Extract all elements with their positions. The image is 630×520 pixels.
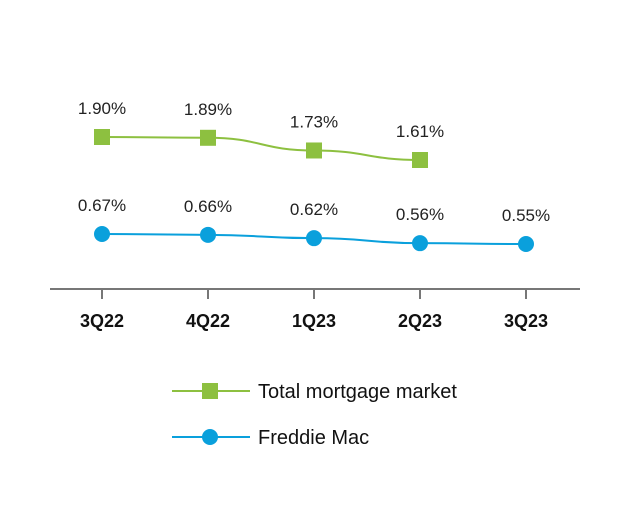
legend-label: Freddie Mac	[258, 427, 369, 449]
series-markers	[94, 129, 534, 252]
data-point-circle	[200, 226, 216, 243]
x-tick-label: 2Q23	[398, 311, 442, 331]
data-labels: 1.90% 1.89% 1.73% 1.61% 0.67% 0.66% 0.62% 0.56%…	[78, 99, 550, 225]
data-point-circle	[412, 235, 428, 252]
data-point-square	[200, 129, 216, 146]
x-tick-label: 3Q22	[80, 311, 124, 331]
data-label: 0.67%	[78, 196, 126, 215]
data-label: 0.62%	[290, 200, 338, 219]
data-label: 1.90%	[78, 99, 126, 118]
x-tick-label: 3Q23	[504, 311, 548, 331]
data-point-circle	[94, 226, 110, 242]
data-label: 0.66%	[184, 197, 232, 216]
data-label: 0.55%	[502, 206, 550, 225]
x-tick-label: 1Q23	[292, 311, 336, 331]
legend-label: Total mortgage market	[258, 381, 457, 403]
data-point-square	[306, 142, 322, 159]
data-point-circle	[518, 236, 534, 252]
series-line-0	[101, 136, 421, 161]
x-tick-label: 4Q22	[186, 311, 230, 331]
legend-marker-square	[202, 383, 218, 399]
data-point-square	[412, 152, 428, 168]
legend: Total mortgage market Freddie Mac	[172, 381, 457, 449]
data-label: 1.89%	[184, 100, 232, 119]
x-axis-ticks: 3Q22 4Q22 1Q23 2Q23 3Q23	[80, 289, 548, 331]
data-label: 1.73%	[290, 112, 338, 131]
legend-marker-circle	[202, 429, 218, 445]
data-point-circle	[306, 230, 322, 247]
data-label: 0.56%	[396, 205, 444, 224]
data-point-square	[94, 129, 110, 145]
data-label: 1.61%	[396, 122, 444, 141]
